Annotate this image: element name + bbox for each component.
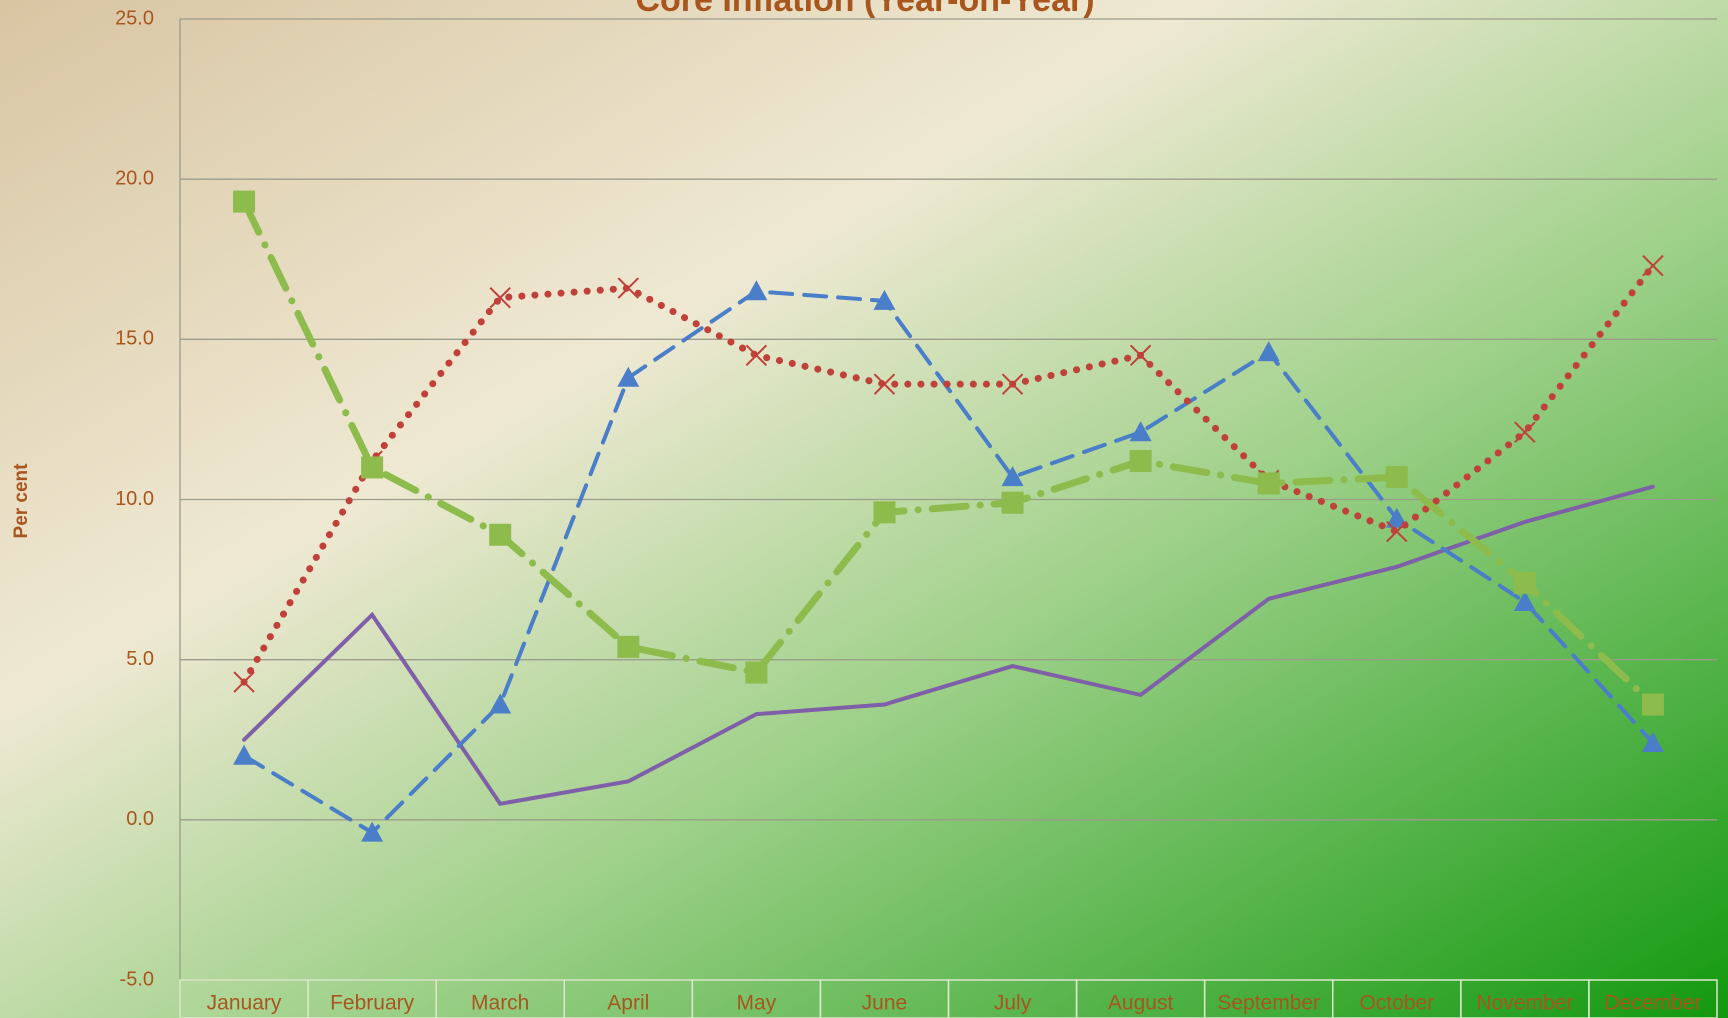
- chart-title: Core Inflation (Year-on-Year): [635, 0, 1094, 19]
- marker: [1257, 341, 1280, 362]
- x-tick-label: May: [737, 992, 777, 1015]
- marker: [1386, 520, 1408, 543]
- marker: [489, 286, 511, 309]
- marker: [873, 373, 896, 395]
- marker: [1514, 421, 1536, 443]
- marker: [1513, 571, 1536, 594]
- x-tick-label: January: [207, 992, 282, 1015]
- marker: [617, 366, 640, 387]
- marker: [1641, 693, 1664, 716]
- marker: [1385, 507, 1408, 528]
- y-tick-label: 5.0: [126, 648, 154, 670]
- marker: [489, 693, 512, 714]
- marker: [361, 456, 384, 479]
- y-axis-label: Per cent: [11, 463, 32, 539]
- marker: [745, 280, 768, 301]
- x-tick-label: November: [1476, 992, 1573, 1015]
- x-category-box: [1588, 979, 1718, 1018]
- marker: [873, 289, 896, 310]
- y-tick-label: 15.0: [115, 328, 154, 350]
- x-tick-label: October: [1359, 992, 1434, 1015]
- marker: [1001, 466, 1024, 487]
- x-tick-label: September: [1217, 992, 1320, 1015]
- x-tick-label: April: [607, 992, 649, 1015]
- marker: [1641, 731, 1664, 752]
- marker: [1642, 254, 1664, 277]
- marker: [1001, 373, 1024, 395]
- marker: [617, 277, 639, 299]
- marker: [489, 523, 512, 546]
- marker: [1257, 472, 1280, 495]
- marker: [1129, 344, 1152, 367]
- series-line: [242, 484, 1655, 807]
- marker: [745, 344, 768, 367]
- x-tick-label: August: [1108, 992, 1174, 1015]
- series-line: [240, 262, 1657, 686]
- marker: [1385, 466, 1408, 489]
- x-tick-label: March: [471, 992, 529, 1015]
- marker: [1129, 450, 1152, 473]
- x-tick-label: June: [862, 992, 908, 1015]
- marker: [233, 671, 255, 693]
- y-tick-label: 0.0: [126, 808, 154, 830]
- marker: [233, 744, 256, 765]
- marker: [361, 821, 384, 842]
- x-tick-label: July: [994, 992, 1032, 1015]
- x-tick-label: February: [330, 992, 415, 1015]
- x-tick-label: December: [1605, 992, 1702, 1015]
- y-tick-label: 25.0: [115, 7, 154, 29]
- y-tick-label: -5.0: [120, 968, 154, 990]
- series-line: [242, 289, 1655, 836]
- marker: [745, 661, 768, 684]
- marker: [873, 501, 896, 524]
- marker: [233, 190, 256, 213]
- series-line: [240, 198, 1657, 709]
- y-tick-label: 20.0: [115, 167, 154, 189]
- marker: [1129, 421, 1152, 442]
- y-tick-label: 10.0: [115, 488, 154, 510]
- marker: [1001, 491, 1024, 514]
- marker: [1513, 591, 1536, 612]
- marker: [617, 635, 640, 658]
